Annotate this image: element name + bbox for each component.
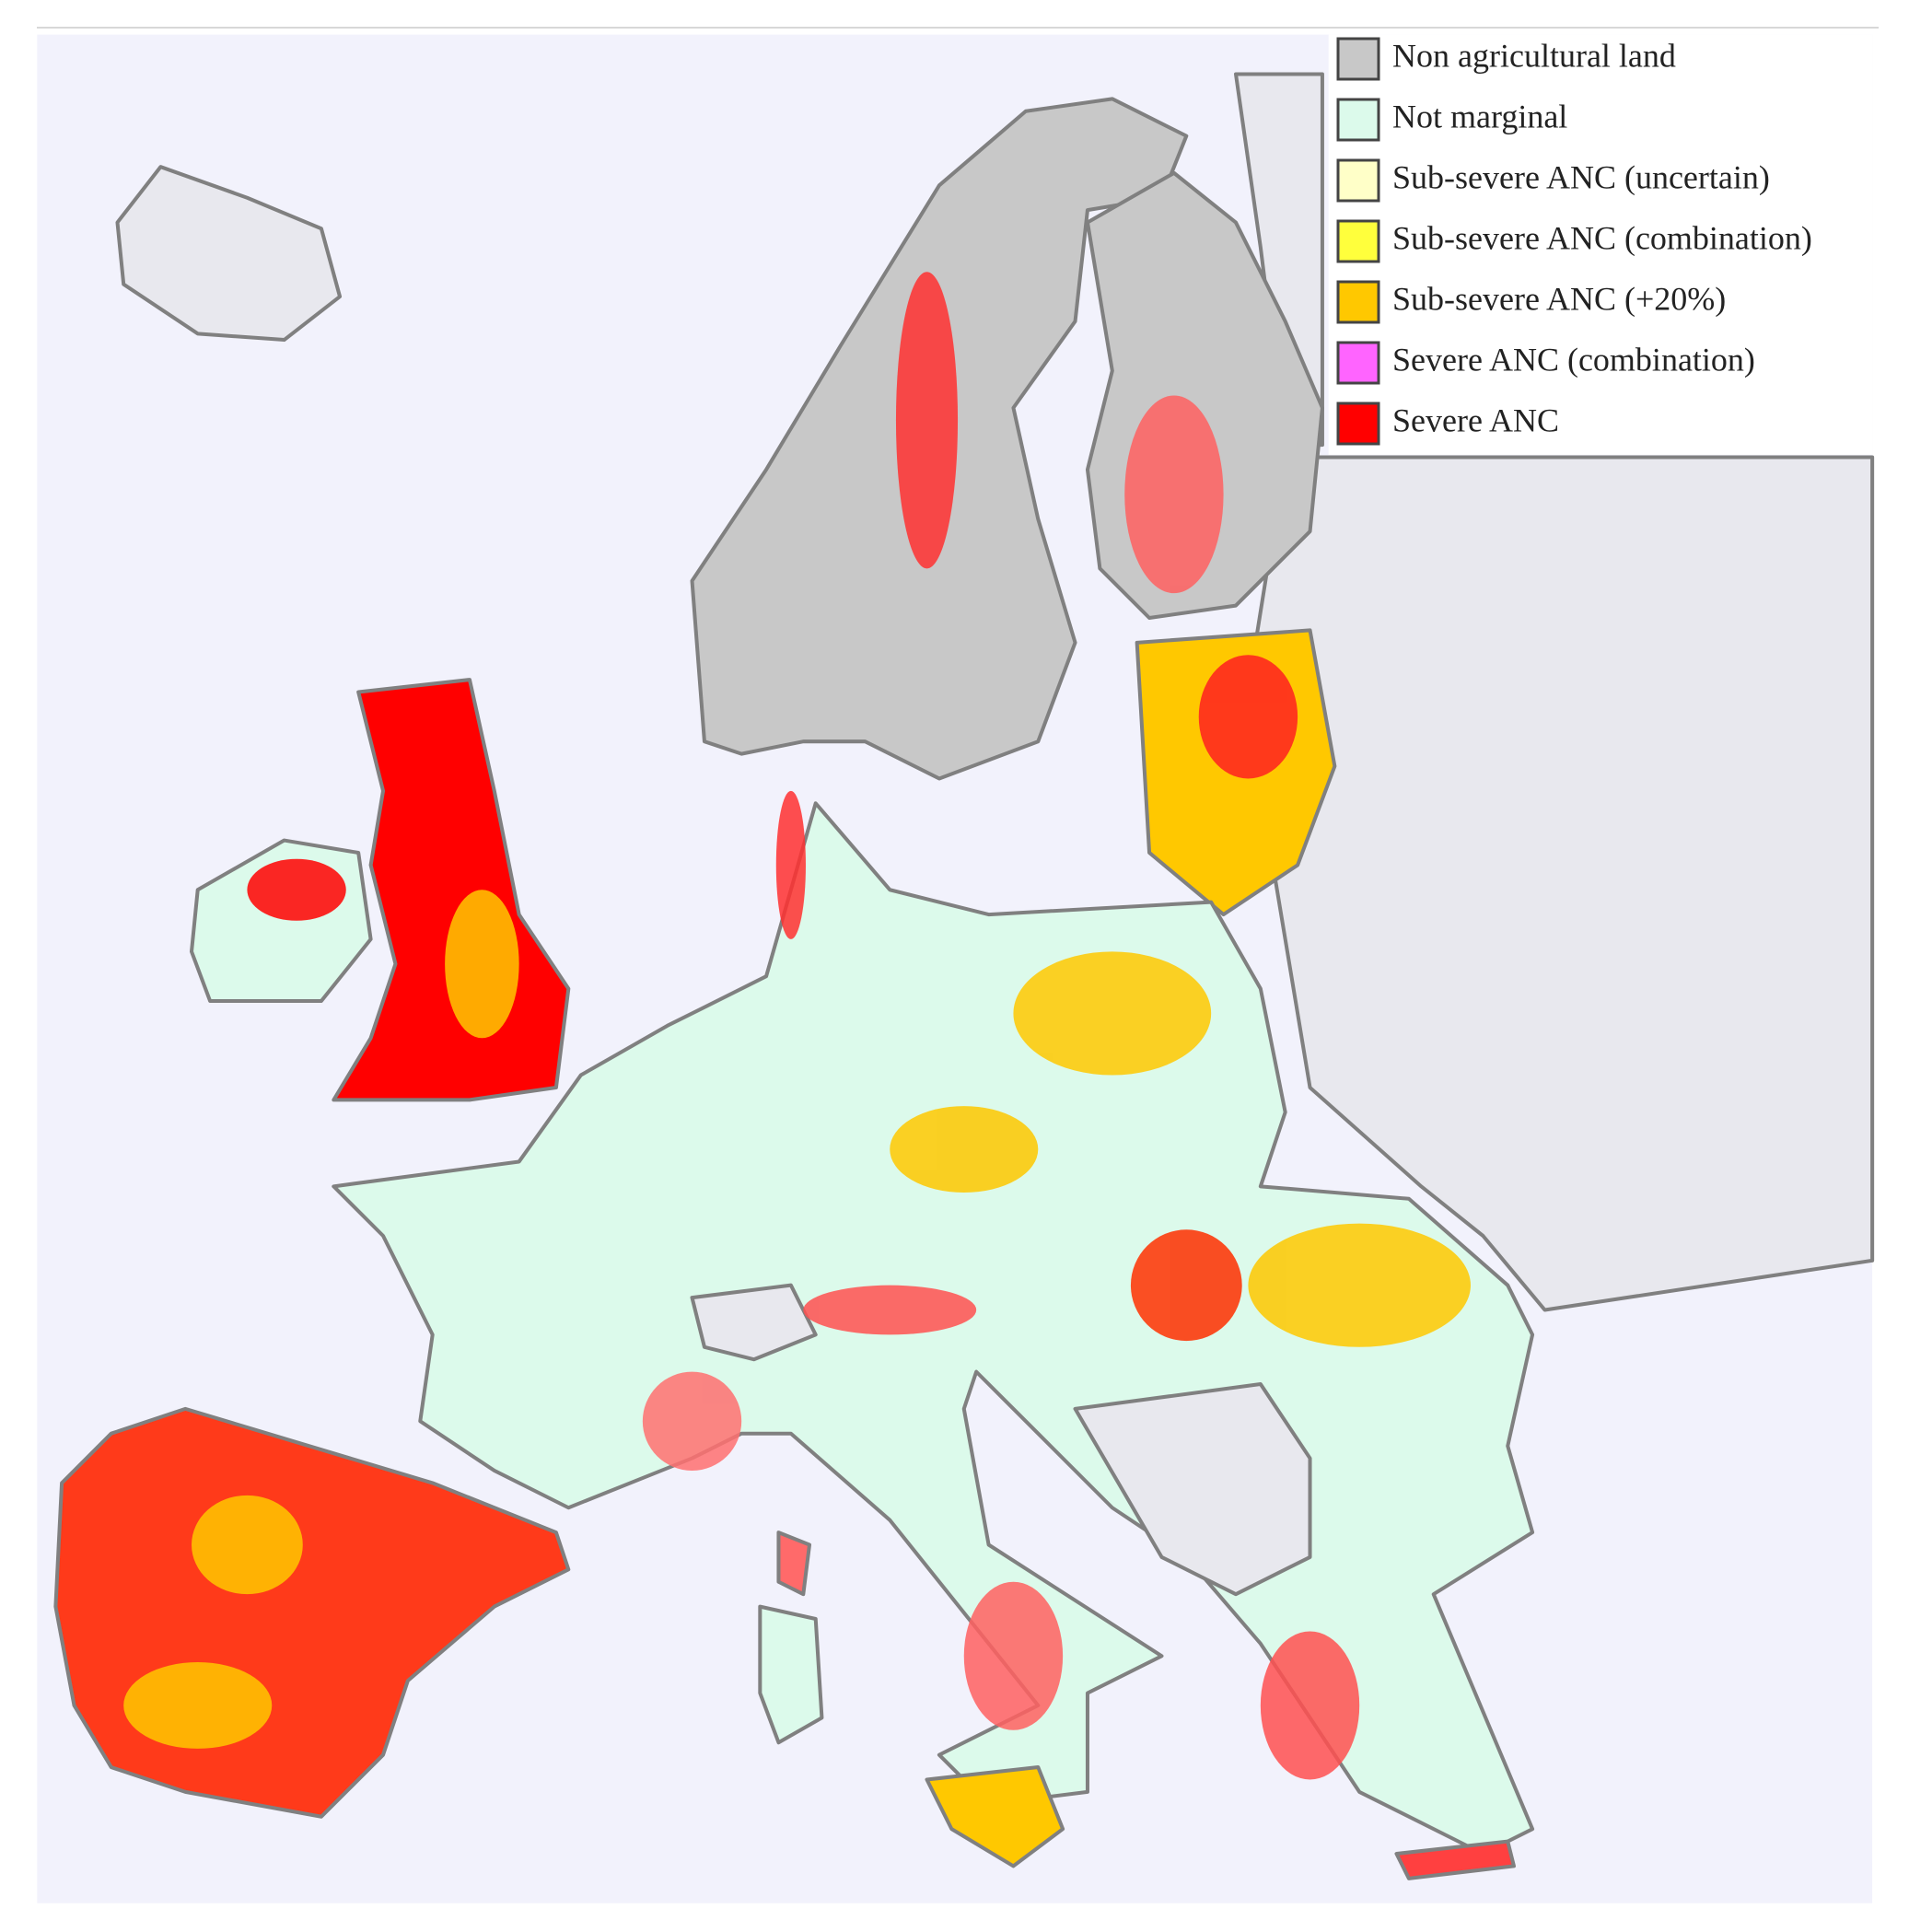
balkans xyxy=(1073,1382,1312,1597)
legend: Non agricultural land Not marginal Sub-sev… xyxy=(1336,37,1812,446)
legend-label: Non agricultural land xyxy=(1392,37,1676,74)
patch xyxy=(775,790,806,939)
legend-box xyxy=(1328,34,1873,455)
iceland xyxy=(115,165,343,343)
patch xyxy=(1130,1229,1242,1342)
sardinia xyxy=(758,1604,824,1745)
legend-swatch xyxy=(1336,219,1380,263)
legend-swatch xyxy=(1336,98,1380,142)
legend-swatch xyxy=(1336,158,1380,203)
patches xyxy=(123,272,1471,1780)
legend-label: Not marginal xyxy=(1392,98,1567,134)
patch xyxy=(1248,1223,1471,1347)
patch xyxy=(1198,655,1298,779)
legend-swatch xyxy=(1336,341,1380,385)
patch xyxy=(642,1371,742,1471)
corsica xyxy=(776,1530,812,1597)
legend-swatch xyxy=(1336,37,1380,81)
patch xyxy=(1124,395,1224,594)
map-body xyxy=(37,34,1875,1903)
patch xyxy=(123,1661,273,1749)
patch xyxy=(803,1285,977,1335)
patch xyxy=(890,1106,1039,1193)
patch xyxy=(1260,1631,1360,1780)
sicily xyxy=(925,1765,1065,1868)
switzerland xyxy=(690,1283,818,1362)
legend-swatch xyxy=(1336,280,1380,324)
patch xyxy=(895,272,959,569)
patch xyxy=(192,1495,303,1595)
patch xyxy=(963,1581,1064,1730)
legend-label: Severe ANC (combination) xyxy=(1392,341,1755,378)
patch xyxy=(1013,951,1212,1076)
legend-label: Severe ANC xyxy=(1392,402,1559,438)
crete xyxy=(1394,1839,1516,1880)
legend-label: Sub-severe ANC (uncertain) xyxy=(1392,158,1770,195)
legend-swatch xyxy=(1336,402,1380,446)
legend-label: Sub-severe ANC (combination) xyxy=(1392,219,1812,256)
patch xyxy=(445,890,519,1039)
patch xyxy=(247,858,346,921)
legend-label: Sub-severe ANC (+20%) xyxy=(1392,280,1726,317)
